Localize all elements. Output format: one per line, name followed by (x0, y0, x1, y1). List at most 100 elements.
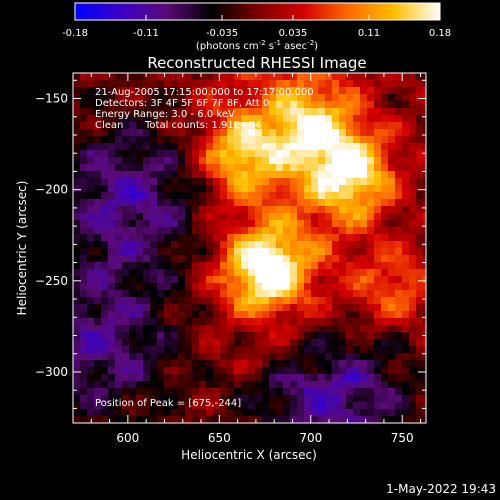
heatmap-cell (94, 276, 102, 284)
heatmap-cell (101, 360, 109, 368)
heatmap-cell (290, 416, 298, 424)
heatmap-cell (143, 416, 151, 424)
heatmap-cell (360, 402, 368, 410)
heatmap-cell (346, 220, 354, 228)
heatmap-cell (220, 143, 228, 151)
heatmap-cell (150, 276, 158, 284)
heatmap-cell (367, 367, 375, 375)
heatmap-cell (220, 129, 228, 137)
heatmap-cell (171, 87, 179, 95)
heatmap-cell (122, 339, 130, 347)
heatmap-cell (248, 164, 256, 172)
heatmap-cell (143, 269, 151, 277)
heatmap-cell (94, 255, 102, 263)
heatmap-cell (409, 73, 417, 81)
heatmap-cell (234, 290, 242, 298)
heatmap-cell (87, 255, 95, 263)
heatmap-cell (332, 388, 340, 396)
heatmap-cell (402, 304, 410, 312)
heatmap-cell (150, 213, 158, 221)
heatmap-cell (290, 318, 298, 326)
heatmap-cell (325, 150, 333, 158)
heatmap-cell (171, 290, 179, 298)
heatmap-cell (353, 339, 361, 347)
heatmap-cell (346, 388, 354, 396)
heatmap-cell (241, 80, 249, 88)
heatmap-cell (388, 143, 396, 151)
heatmap-cell (199, 276, 207, 284)
heatmap-cell (241, 332, 249, 340)
heatmap-cell (171, 171, 179, 179)
heatmap-cell (248, 73, 256, 81)
heatmap-cell (129, 332, 137, 340)
heatmap-cell (185, 381, 193, 389)
heatmap-cell (367, 164, 375, 172)
heatmap-cell (283, 367, 291, 375)
heatmap-cell (325, 108, 333, 116)
heatmap-cell (94, 157, 102, 165)
heatmap-cell (325, 381, 333, 389)
heatmap-cell (227, 311, 235, 319)
heatmap-cell (171, 374, 179, 382)
heatmap-cell (94, 304, 102, 312)
heatmap-cell (234, 108, 242, 116)
heatmap-cell (339, 388, 347, 396)
heatmap-cell (213, 297, 221, 305)
heatmap-cell (381, 136, 389, 144)
heatmap-cell (171, 241, 179, 249)
heatmap-cell (157, 87, 165, 95)
heatmap-cell (143, 395, 151, 403)
heatmap-cell (374, 94, 382, 102)
heatmap-cell (80, 143, 88, 151)
heatmap-cell (290, 346, 298, 354)
heatmap-cell (136, 276, 144, 284)
heatmap-cell (297, 255, 305, 263)
heatmap-cell (227, 157, 235, 165)
heatmap-cell (311, 206, 319, 214)
heatmap-cell (94, 409, 102, 417)
heatmap-cell (297, 122, 305, 130)
heatmap-cell (199, 402, 207, 410)
heatmap-cell (283, 304, 291, 312)
heatmap-cell (108, 248, 116, 256)
heatmap-cell (353, 367, 361, 375)
heatmap-cell (234, 304, 242, 312)
heatmap-cell (395, 73, 403, 81)
heatmap-cell (423, 339, 427, 347)
heatmap-cell (157, 388, 165, 396)
heatmap-cell (255, 129, 263, 137)
heatmap-cell (164, 115, 172, 123)
heatmap-cell (262, 234, 270, 242)
heatmap-cell (150, 80, 158, 88)
heatmap-cell (94, 143, 102, 151)
heatmap-cell (220, 262, 228, 270)
heatmap-cell (171, 402, 179, 410)
heatmap-cell (332, 157, 340, 165)
heatmap-cell (325, 143, 333, 151)
heatmap-cell (332, 164, 340, 172)
heatmap-cell (297, 297, 305, 305)
heatmap-cell (269, 339, 277, 347)
heatmap-cell (297, 381, 305, 389)
heatmap-cell (360, 395, 368, 403)
heatmap-cell (213, 101, 221, 109)
heatmap-cell (199, 374, 207, 382)
heatmap-cell (220, 164, 228, 172)
heatmap-cell (346, 381, 354, 389)
heatmap-cell (367, 87, 375, 95)
heatmap-cell (136, 87, 144, 95)
heatmap-cell (255, 402, 263, 410)
heatmap-cell (381, 143, 389, 151)
heatmap-cell (297, 346, 305, 354)
heatmap-cell (332, 213, 340, 221)
heatmap-cell (276, 178, 284, 186)
heatmap-cell (164, 381, 172, 389)
heatmap-cell (276, 304, 284, 312)
heatmap-cell (423, 178, 427, 186)
heatmap-cell (241, 416, 249, 424)
heatmap-cell (353, 150, 361, 158)
heatmap-cell (255, 143, 263, 151)
heatmap-cell (199, 115, 207, 123)
heatmap-cell (192, 143, 200, 151)
heatmap-cell (255, 115, 263, 123)
